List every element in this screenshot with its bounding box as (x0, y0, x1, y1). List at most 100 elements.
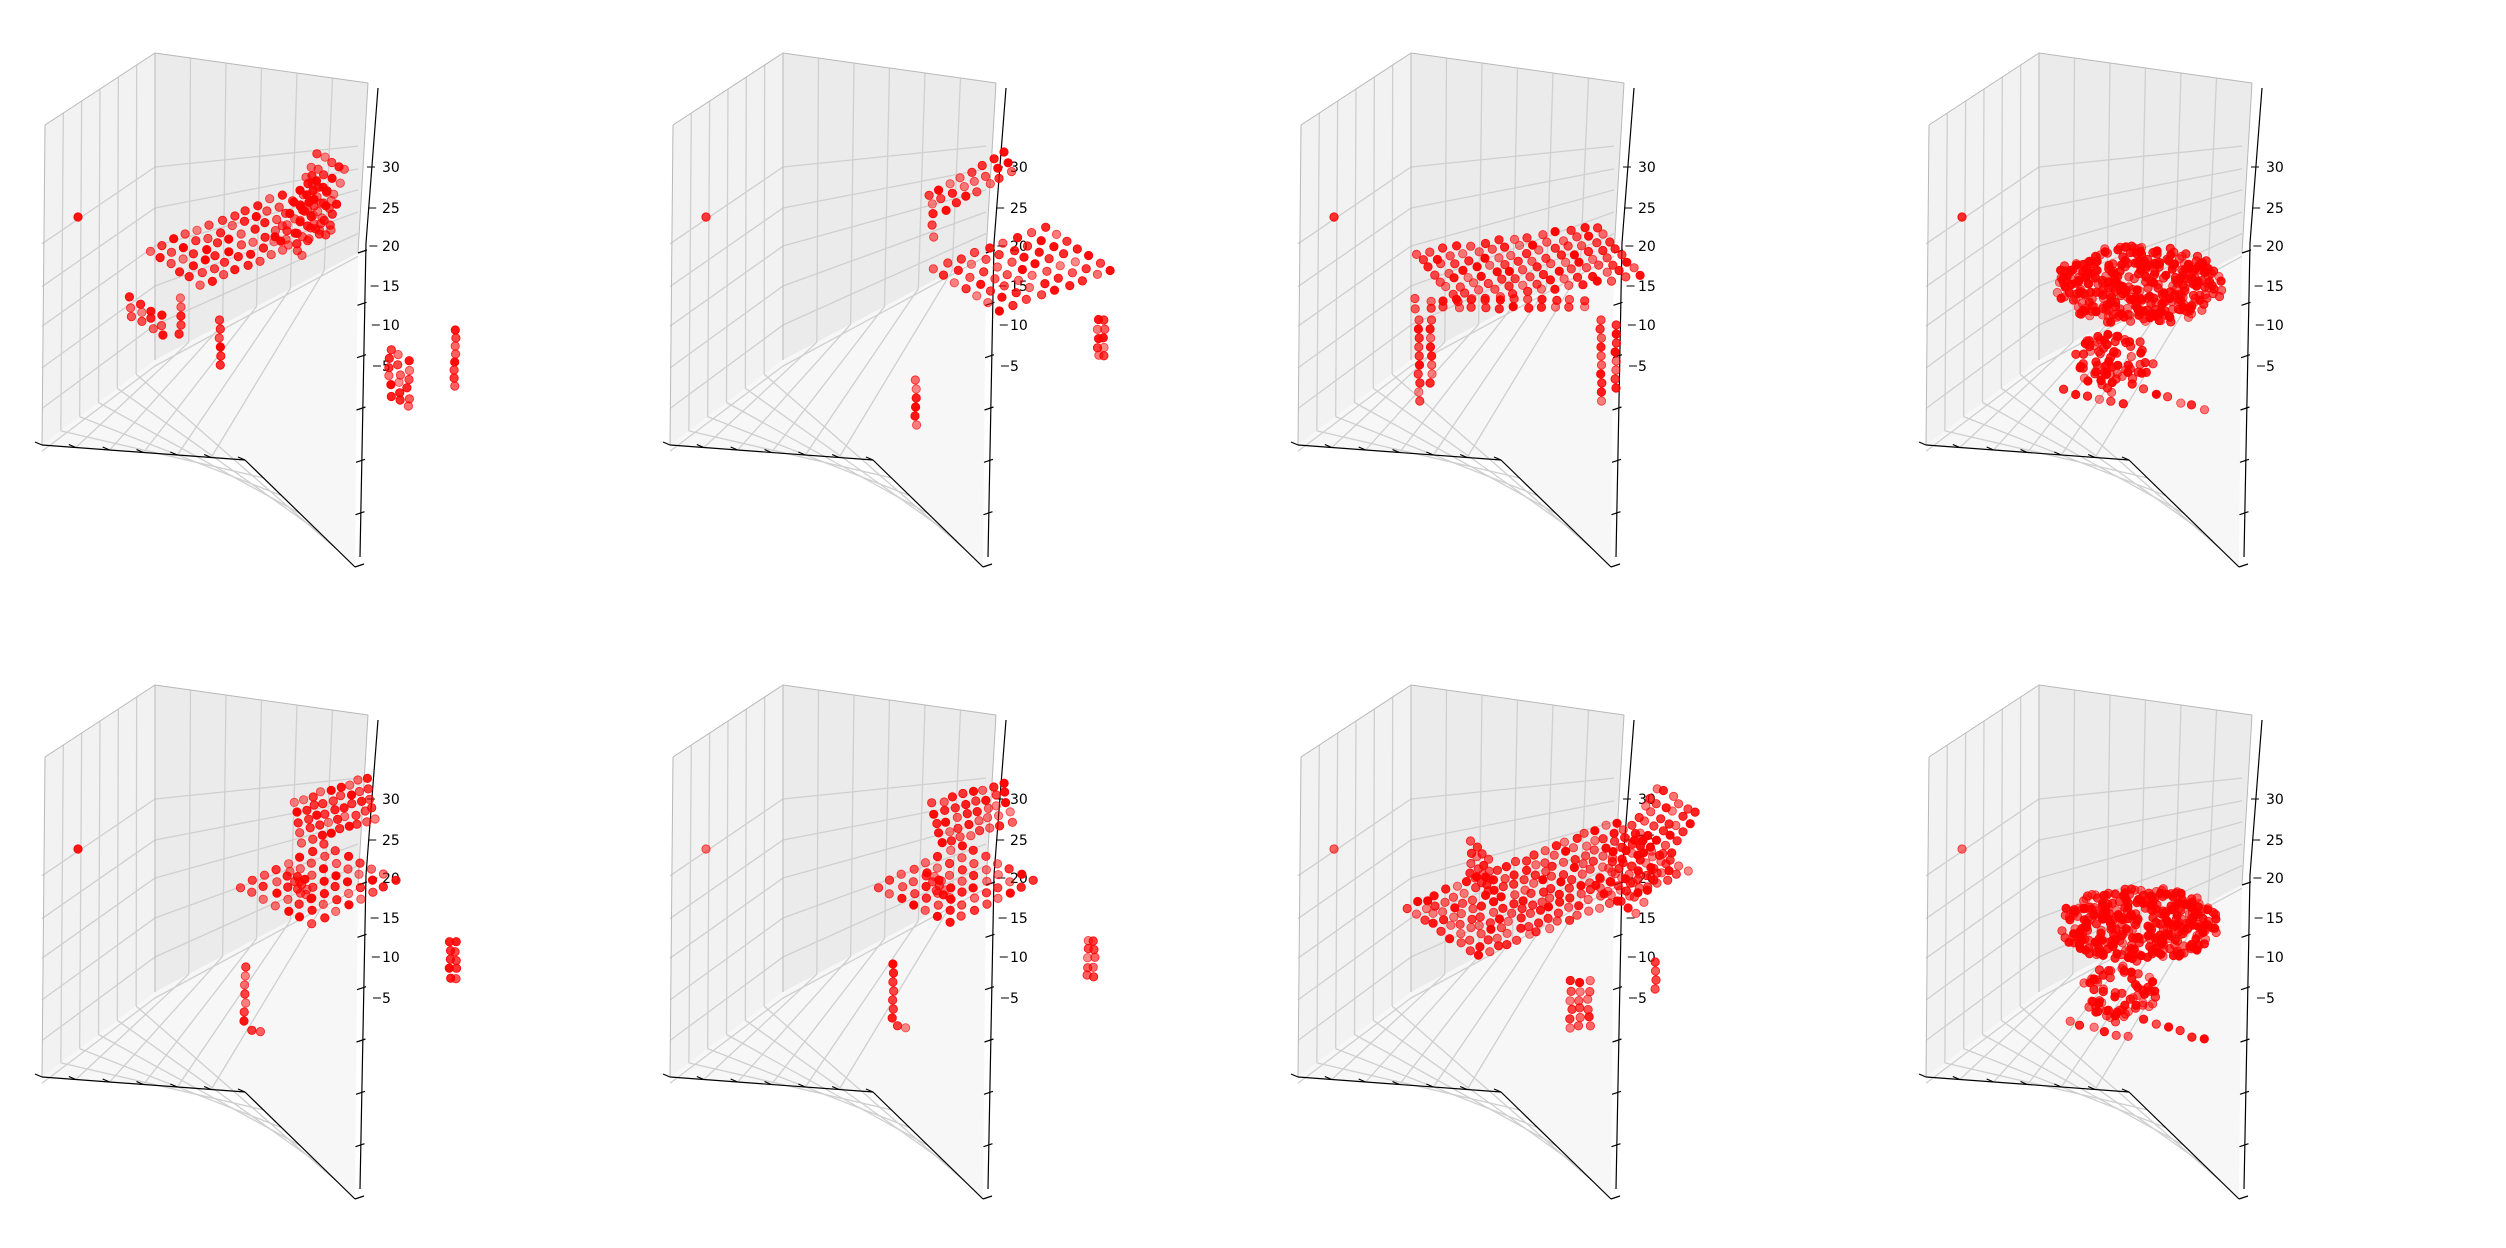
data-point (2071, 389, 2081, 400)
data-point (1012, 233, 1023, 243)
data-point (1027, 228, 1037, 238)
points (1329, 212, 1645, 406)
data-point (2209, 266, 2219, 276)
data-point (1008, 300, 1018, 311)
data-point (962, 808, 972, 819)
data-point (1596, 369, 1606, 379)
data-point (1494, 304, 1504, 314)
data-point (1489, 907, 1499, 917)
data-point (946, 836, 957, 846)
data-point (1678, 827, 1688, 837)
data-point (999, 778, 1009, 788)
data-point (1501, 861, 1512, 872)
data-point (980, 171, 991, 181)
data-point (957, 841, 968, 851)
y-tick (2240, 986, 2251, 991)
data-point (1669, 791, 1679, 802)
data-point (1598, 245, 1608, 256)
data-point (331, 858, 342, 869)
x-tick (2087, 453, 2096, 459)
x-tick (662, 441, 671, 446)
data-point (1574, 257, 1584, 267)
data-point (1081, 264, 1091, 274)
data-point (246, 249, 256, 259)
data-point (1002, 270, 1012, 280)
data-point (1609, 828, 1619, 839)
z-tick-label: 5 (382, 991, 391, 1007)
data-point (1465, 935, 1475, 945)
data-point (2082, 922, 2092, 932)
data-point (366, 864, 376, 874)
data-point (1426, 303, 1436, 313)
z-tick-label: 5 (1010, 991, 1019, 1007)
x-tick (68, 1075, 77, 1081)
data-point (136, 299, 146, 309)
y-tick (356, 986, 367, 991)
data-point (313, 206, 323, 217)
data-point (887, 1013, 897, 1023)
data-point (330, 805, 340, 815)
gridlines (1297, 57, 1615, 550)
data-point (1518, 265, 1528, 275)
data-point (1633, 850, 1643, 860)
data-point (969, 858, 979, 869)
data-point (330, 881, 340, 892)
data-point (1543, 913, 1553, 924)
data-point (994, 306, 1005, 316)
data-point (1426, 315, 1437, 325)
data-point (335, 178, 345, 188)
y-tick (2239, 1090, 2250, 1095)
data-point (1415, 396, 1425, 406)
data-point (1565, 915, 1575, 925)
data-point (272, 877, 282, 887)
points (1957, 844, 2221, 1044)
x-tick (730, 446, 738, 451)
data-point (932, 851, 943, 862)
data-point (2158, 951, 2168, 962)
data-point (321, 230, 331, 240)
data-point (1534, 918, 1544, 928)
data-point (1065, 280, 1075, 291)
data-point (1578, 280, 1588, 290)
data-point (370, 814, 380, 824)
data-point (1608, 260, 1618, 270)
data-point (2082, 391, 2093, 401)
data-point (1577, 869, 1587, 879)
data-point (239, 1016, 249, 1026)
data-point (1546, 258, 1556, 269)
data-point (1550, 284, 1560, 294)
data-point (950, 803, 960, 813)
data-point (305, 823, 315, 833)
data-point (195, 280, 205, 290)
data-point (2101, 271, 2111, 281)
data-point (1621, 845, 1631, 856)
data-point (318, 798, 328, 809)
data-point (1425, 324, 1435, 334)
data-point (1642, 885, 1653, 895)
data-point (1561, 257, 1571, 267)
z-tick-labels: 5 10 15 20 25 30 (2251, 792, 2284, 1007)
y-tick (1612, 986, 1623, 991)
data-point (701, 212, 711, 222)
data-point (240, 206, 250, 216)
data-point (1534, 245, 1544, 255)
data-point (1055, 261, 1065, 271)
data-point (2179, 941, 2189, 951)
data-point (2090, 369, 2100, 379)
data-point (2129, 944, 2139, 954)
data-point (323, 817, 333, 828)
data-point (1585, 864, 1595, 874)
z-tick-label: 30 (382, 792, 400, 808)
pane-edges (1925, 52, 2253, 446)
data-point (1049, 285, 1060, 295)
data-point (2117, 949, 2127, 960)
data-point (331, 871, 341, 881)
data-point (239, 1007, 249, 1017)
data-point (910, 402, 921, 412)
data-point (1646, 807, 1656, 817)
z-tick-label: 5 (2266, 991, 2275, 1007)
data-point (1077, 276, 1088, 286)
data-point (1414, 342, 1424, 352)
x-tick (1493, 1088, 1502, 1093)
